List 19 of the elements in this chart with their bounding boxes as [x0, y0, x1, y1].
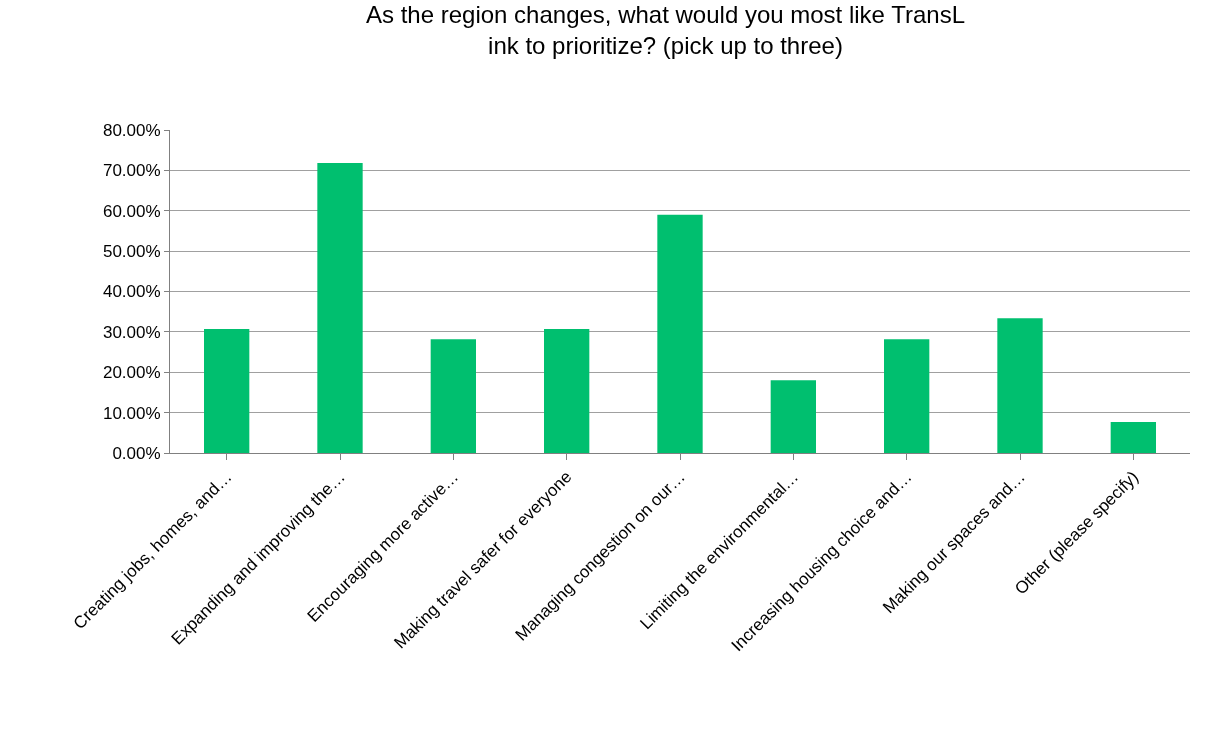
y-tick-label: 60.00% — [102, 201, 161, 221]
y-tick-label: 0.00% — [112, 443, 161, 463]
bar — [997, 318, 1043, 453]
bar — [770, 380, 816, 453]
y-tick-label: 30.00% — [102, 322, 161, 342]
y-tick-label: 20.00% — [102, 363, 161, 383]
bar — [1110, 421, 1156, 453]
bar — [317, 163, 363, 453]
bar — [430, 339, 476, 453]
y-tick-label: 40.00% — [102, 282, 161, 302]
bar — [657, 214, 703, 453]
y-tick-label: 80.00% — [102, 120, 161, 140]
y-tick-label: 10.00% — [102, 403, 161, 423]
y-tick-label: 70.00% — [102, 161, 161, 181]
bar — [884, 339, 930, 453]
chart-title: As the region changes, what would you most like TransL ink to prioritize? (pick up to three) — [366, 0, 965, 59]
bar — [204, 329, 250, 453]
y-tick-label: 50.00% — [102, 242, 161, 262]
bar — [544, 329, 590, 453]
